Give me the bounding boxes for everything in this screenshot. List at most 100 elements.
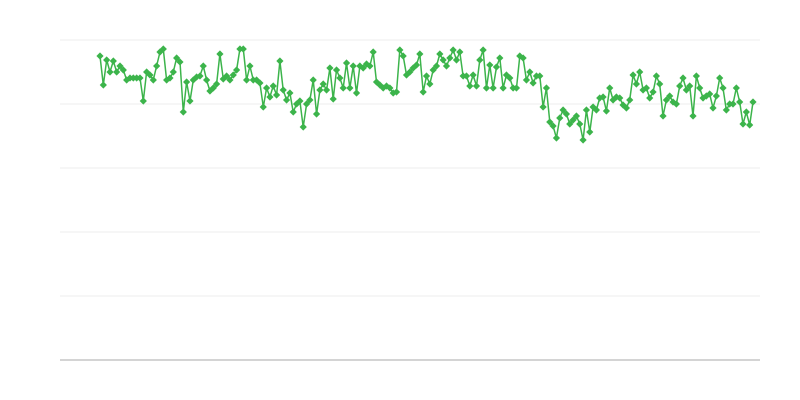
data-point	[322, 86, 331, 94]
data-point	[432, 62, 441, 70]
data-point	[209, 84, 217, 92]
data-point	[399, 52, 407, 60]
data-point	[666, 92, 674, 100]
data-point	[746, 121, 754, 129]
data-point	[96, 52, 104, 60]
data-point	[286, 89, 294, 97]
data-point	[692, 72, 700, 80]
data-point	[392, 88, 401, 96]
data-point	[429, 66, 437, 74]
data-point	[226, 76, 234, 84]
data-point	[749, 98, 757, 106]
data-point	[412, 61, 421, 69]
data-point	[732, 84, 740, 92]
data-point	[582, 106, 591, 114]
data-point	[729, 100, 737, 108]
data-point	[702, 92, 710, 100]
data-point	[516, 52, 524, 60]
data-point	[282, 96, 291, 104]
data-point	[592, 106, 601, 114]
data-point	[396, 46, 404, 54]
data-point	[252, 76, 261, 84]
data-point	[199, 62, 207, 70]
data-point	[606, 84, 614, 92]
data-point	[326, 64, 334, 72]
data-point	[119, 66, 127, 74]
data-point	[456, 48, 464, 56]
data-point	[542, 84, 551, 92]
data-point	[426, 80, 434, 88]
data-point	[496, 54, 504, 62]
data-point	[229, 71, 237, 79]
data-point	[296, 97, 304, 105]
data-point	[139, 97, 147, 105]
data-point	[113, 68, 121, 76]
data-point	[103, 56, 111, 64]
data-point	[452, 56, 461, 64]
data-point	[466, 82, 474, 90]
data-point	[149, 76, 157, 84]
data-point	[262, 84, 271, 92]
data-point	[316, 86, 324, 94]
data-point	[469, 71, 477, 79]
gridlines	[60, 39, 760, 297]
data-point	[153, 62, 161, 70]
data-point	[642, 84, 650, 92]
data-point	[632, 80, 640, 88]
data-point	[259, 103, 267, 111]
data-point	[662, 96, 670, 104]
data-point	[256, 79, 264, 87]
data-point	[656, 80, 664, 88]
data-point	[569, 116, 577, 124]
data-point	[416, 50, 424, 58]
data-point	[173, 54, 181, 62]
data-point	[123, 76, 131, 84]
data-point	[223, 72, 231, 80]
data-point	[519, 54, 527, 62]
data-point	[556, 114, 564, 122]
data-point	[619, 101, 627, 109]
data-point	[596, 94, 604, 102]
data-point	[386, 84, 394, 92]
data-point	[179, 108, 187, 116]
data-point	[646, 94, 654, 102]
data-point	[616, 94, 624, 102]
data-point	[382, 82, 391, 90]
data-point	[116, 62, 124, 70]
data-point	[626, 96, 634, 104]
data-point	[739, 120, 747, 128]
data-point	[436, 50, 444, 58]
data-point	[406, 68, 414, 76]
data-point	[562, 110, 571, 118]
data-point	[449, 46, 457, 54]
data-point	[219, 75, 227, 83]
data-point	[462, 72, 471, 80]
data-point	[279, 86, 287, 94]
data-point	[269, 82, 277, 90]
data-point	[536, 72, 544, 80]
data-point	[572, 112, 581, 120]
data-point	[346, 84, 354, 92]
data-point	[146, 71, 154, 79]
data-point	[193, 73, 201, 81]
data-point	[612, 93, 621, 101]
data-point	[342, 59, 351, 67]
data-point	[359, 64, 367, 72]
data-point	[352, 89, 361, 97]
data-point	[276, 57, 284, 65]
data-point	[639, 86, 647, 94]
data-point	[559, 106, 567, 114]
data-point	[719, 84, 727, 92]
data-point	[546, 118, 554, 126]
data-point	[389, 89, 397, 97]
data-point	[482, 84, 491, 92]
data-point	[183, 78, 191, 86]
data-point	[289, 108, 297, 116]
data-point	[502, 71, 511, 79]
data-point	[366, 62, 374, 70]
data-point	[622, 104, 630, 112]
data-point	[566, 120, 574, 128]
data-point	[143, 68, 151, 76]
data-point	[166, 74, 174, 82]
